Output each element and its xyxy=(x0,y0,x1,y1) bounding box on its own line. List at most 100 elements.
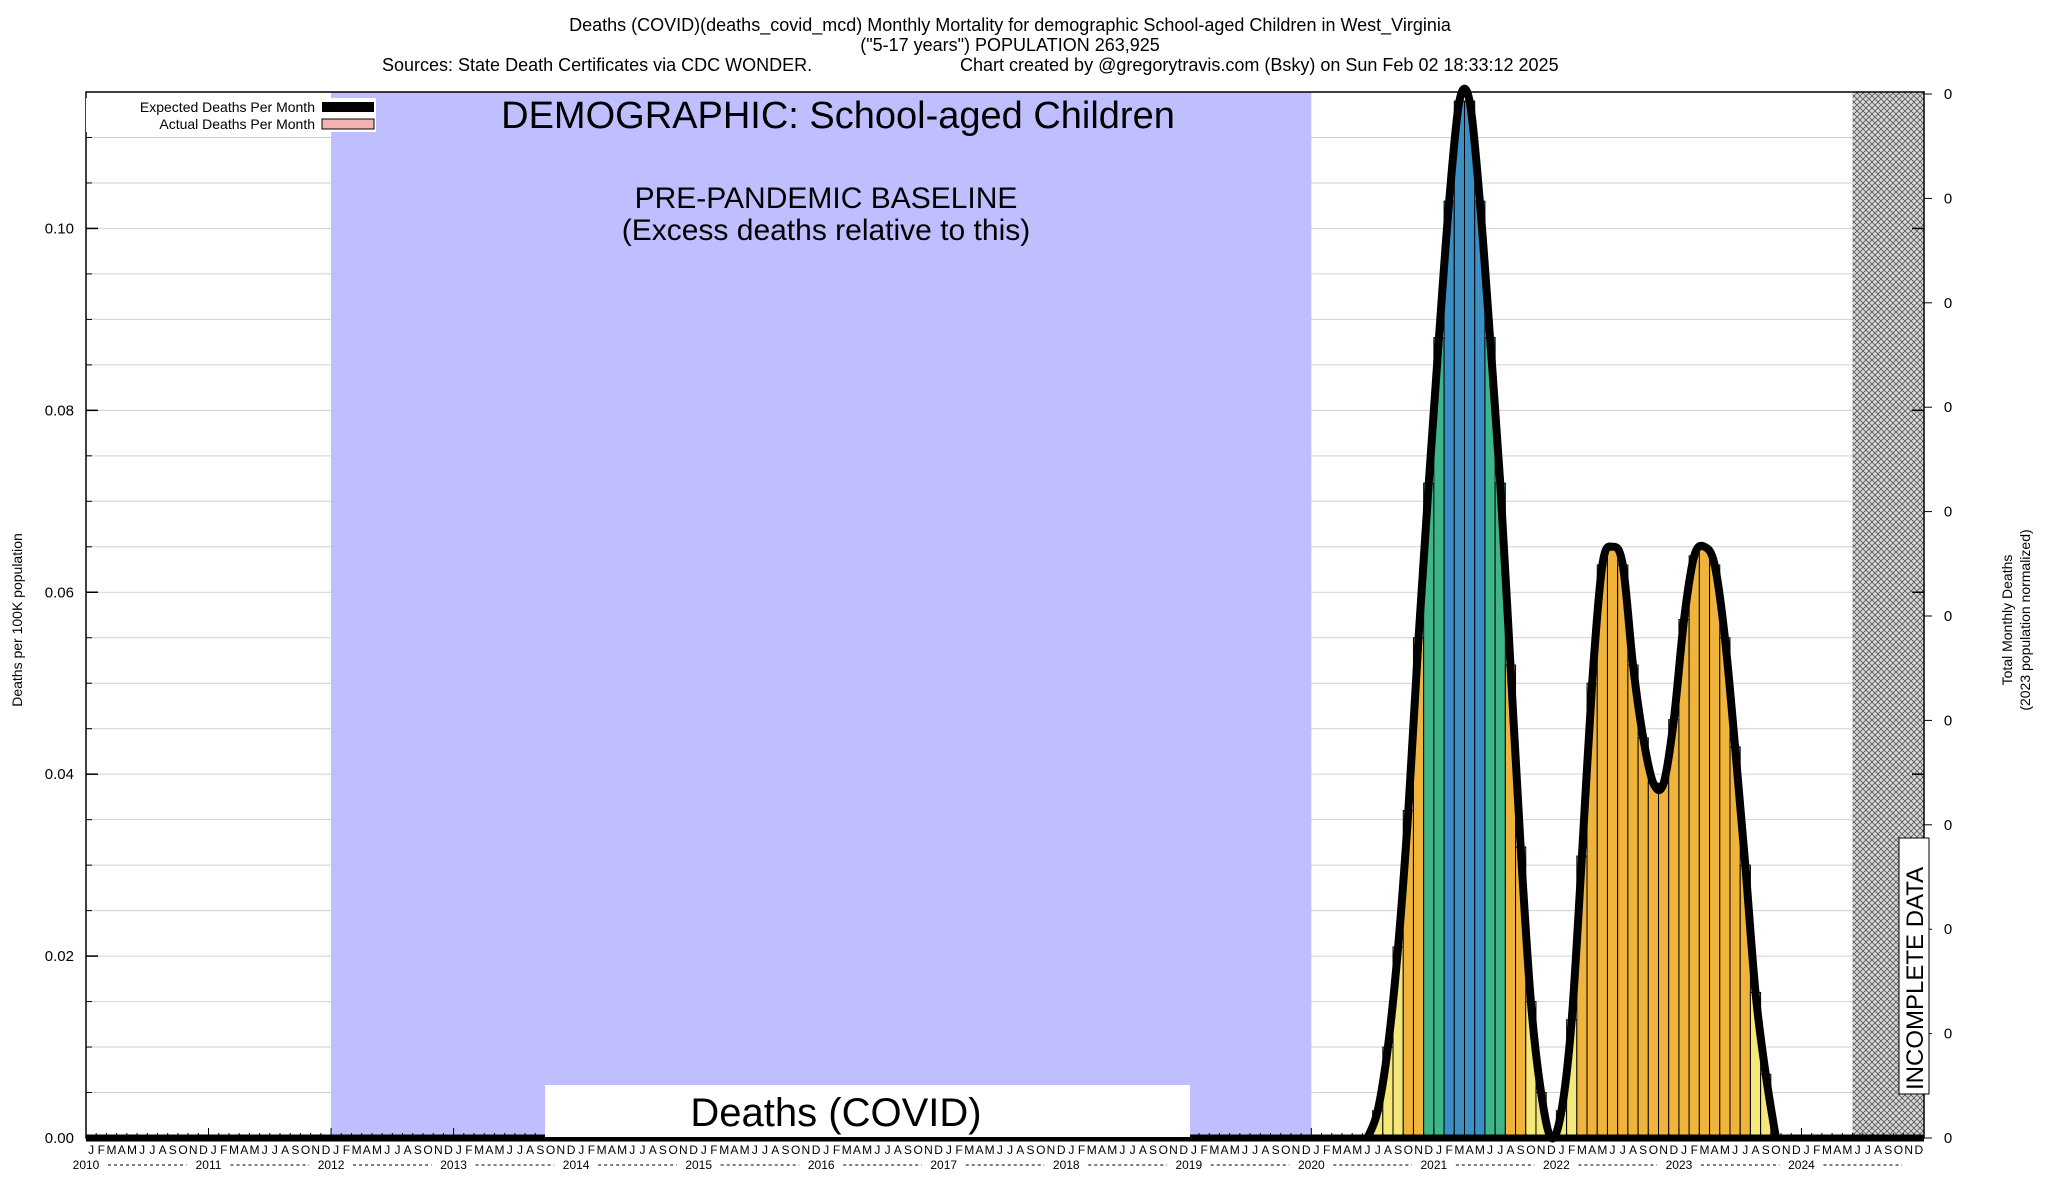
x-month-label: A xyxy=(363,1143,371,1157)
chart-sources: Sources: State Death Certificates via CD… xyxy=(382,55,812,75)
x-month-label: A xyxy=(1466,1143,1474,1157)
x-month-label: S xyxy=(291,1143,299,1157)
x-month-label: S xyxy=(1517,1143,1525,1157)
x-month-label: F xyxy=(98,1143,105,1157)
x-month-label: D xyxy=(1547,1143,1556,1157)
x-month-label: F xyxy=(1691,1143,1698,1157)
x-month-label: D xyxy=(1302,1143,1311,1157)
x-month-label: A xyxy=(404,1143,412,1157)
chart-title: Deaths (COVID)(deaths_covid_mcd) Monthly… xyxy=(569,15,1452,36)
x-year-label: 2011 xyxy=(196,1158,222,1172)
x-month-label: S xyxy=(169,1143,177,1157)
x-month-label: O xyxy=(1036,1143,1045,1157)
x-month-label: J xyxy=(1732,1143,1738,1157)
y-tick-label: 0.08 xyxy=(45,402,74,419)
x-month-label: J xyxy=(1681,1143,1687,1157)
x-month-label: J xyxy=(1487,1143,1493,1157)
x-year-label: 2016 xyxy=(808,1158,835,1172)
y2-axis-label-line2: (2023 population normalized) xyxy=(2017,529,2033,710)
x-year-label: 2024 xyxy=(1788,1158,1815,1172)
x-month-label: M xyxy=(1475,1143,1485,1157)
bar xyxy=(1474,200,1486,1139)
x-month-label: O xyxy=(1526,1143,1535,1157)
legend-expected-swatch xyxy=(322,102,374,112)
x-month-label: O xyxy=(1404,1143,1413,1157)
x-month-label: J xyxy=(1610,1143,1616,1157)
x-month-label: J xyxy=(1620,1143,1626,1157)
x-month-label: O xyxy=(1281,1143,1290,1157)
x-month-label: M xyxy=(1720,1143,1730,1157)
x-month-label: J xyxy=(997,1143,1003,1157)
bar xyxy=(1617,564,1629,1139)
x-month-label: N xyxy=(311,1143,320,1157)
x-month-label: D xyxy=(567,1143,576,1157)
x-month-label: A xyxy=(485,1143,493,1157)
x-year-label: 2013 xyxy=(440,1158,467,1172)
x-month-label: J xyxy=(1742,1143,1748,1157)
x-month-label: M xyxy=(1209,1143,1219,1157)
x-month-label: J xyxy=(578,1143,584,1157)
x-year-label: 2010 xyxy=(73,1158,100,1172)
incomplete-label-box xyxy=(1898,837,1930,1095)
x-month-label: A xyxy=(1139,1143,1147,1157)
x-year-label: 2014 xyxy=(563,1158,590,1172)
bar xyxy=(1627,664,1639,1139)
x-year-label: 2023 xyxy=(1666,1158,1693,1172)
x-month-label: M xyxy=(1577,1143,1587,1157)
x-month-label: J xyxy=(384,1143,390,1157)
x-month-label: J xyxy=(1191,1143,1197,1157)
x-month-label: A xyxy=(240,1143,248,1157)
x-month-label: A xyxy=(1711,1143,1719,1157)
x-month-label: F xyxy=(955,1143,962,1157)
x-month-label: A xyxy=(1343,1143,1351,1157)
x-year-label: 2012 xyxy=(318,1158,345,1172)
y2-tick-label: 0 xyxy=(1944,190,1952,207)
x-month-label: A xyxy=(281,1143,289,1157)
x-month-label: J xyxy=(640,1143,646,1157)
x-month-label: S xyxy=(536,1143,544,1157)
x-month-label: A xyxy=(894,1143,902,1157)
x-month-label: A xyxy=(159,1143,167,1157)
bar xyxy=(1698,546,1711,1139)
x-month-label: F xyxy=(1568,1143,1575,1157)
x-month-label: O xyxy=(1649,1143,1658,1157)
x-month-label: D xyxy=(812,1143,821,1157)
x-month-label: M xyxy=(127,1143,137,1157)
x-month-label: M xyxy=(985,1143,995,1157)
x-month-label: J xyxy=(149,1143,155,1157)
x-month-label: J xyxy=(701,1143,707,1157)
x-month-label: M xyxy=(1454,1143,1464,1157)
x-month-label: A xyxy=(1098,1143,1106,1157)
bar xyxy=(1464,100,1476,1139)
x-month-label: J xyxy=(1804,1143,1810,1157)
bar xyxy=(1433,337,1445,1139)
bar xyxy=(1668,719,1680,1139)
x-year-label: 2015 xyxy=(685,1158,712,1172)
x-month-label: O xyxy=(791,1143,800,1157)
x-year-label: 2020 xyxy=(1298,1158,1325,1172)
y2-tick-label: 0 xyxy=(1944,399,1952,416)
x-month-label: O xyxy=(914,1143,923,1157)
x-month-label: A xyxy=(1221,1143,1229,1157)
x-month-label: A xyxy=(118,1143,126,1157)
incomplete-data-label: INCOMPLETE DATA xyxy=(1902,867,1929,1090)
x-month-label: M xyxy=(617,1143,627,1157)
x-month-label: F xyxy=(1813,1143,1820,1157)
y-axis-label: Deaths per 100K population xyxy=(9,533,25,707)
x-month-label: J xyxy=(752,1143,758,1157)
bar xyxy=(1678,619,1690,1139)
x-month-label: J xyxy=(88,1143,94,1157)
bar xyxy=(1443,200,1455,1139)
x-month-label: N xyxy=(434,1143,443,1157)
x-month-label: M xyxy=(1332,1143,1342,1157)
y-tick-label: 0.10 xyxy=(45,220,74,237)
y2-tick-label: 0 xyxy=(1944,712,1952,729)
x-month-label: S xyxy=(1149,1143,1157,1157)
x-month-label: F xyxy=(833,1143,840,1157)
x-month-label: N xyxy=(1414,1143,1423,1157)
x-month-label: J xyxy=(1865,1143,1871,1157)
x-month-label: S xyxy=(1027,1143,1035,1157)
legend-actual-swatch xyxy=(321,118,375,130)
